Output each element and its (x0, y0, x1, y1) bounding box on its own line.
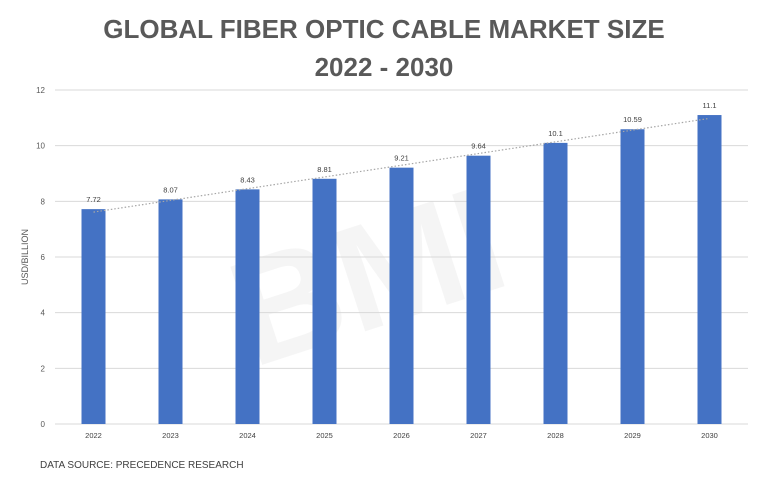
bar (697, 115, 722, 425)
data-label: 10.59 (623, 115, 642, 124)
y-tick-label: 2 (41, 364, 46, 373)
data-label: 7.72 (86, 195, 101, 204)
trendline (93, 117, 710, 213)
data-source-note: DATA SOURCE: PRECEDENCE RESEARCH (40, 460, 244, 471)
data-label: 9.21 (394, 154, 409, 163)
data-label: 10.1 (548, 129, 563, 138)
y-tick-label: 8 (41, 197, 46, 206)
x-tick-label: 2022 (85, 431, 102, 440)
x-tick-label: 2027 (470, 431, 487, 440)
bar (235, 189, 260, 424)
bar (158, 199, 183, 424)
y-tick-label: 12 (36, 86, 45, 95)
chart-title-line-2: 2022 - 2030 (314, 52, 454, 82)
x-tick-label: 2024 (239, 431, 256, 440)
bar (620, 129, 645, 424)
bar (466, 155, 491, 425)
data-label: 9.64 (471, 142, 486, 151)
y-tick-label: 10 (36, 142, 45, 151)
x-tick-label: 2028 (547, 431, 564, 440)
bar (81, 209, 106, 424)
data-label: 8.43 (240, 175, 255, 184)
data-label: 8.07 (163, 185, 178, 194)
y-tick-label: 0 (41, 420, 46, 429)
y-tick-label: 6 (41, 253, 46, 262)
x-tick-label: 2023 (162, 431, 179, 440)
y-tick-label: 4 (41, 309, 46, 318)
x-tick-label: 2029 (624, 431, 641, 440)
y-axis-label: USD/BILLION (20, 229, 30, 285)
x-tick-label: 2025 (316, 431, 333, 440)
x-tick-label: 2030 (701, 431, 718, 440)
chart-title-line-1: GLOBAL FIBER OPTIC CABLE MARKET SIZE (103, 14, 665, 44)
data-label: 8.81 (317, 165, 332, 174)
x-tick-label: 2026 (393, 431, 410, 440)
bar (543, 142, 568, 424)
bar (389, 167, 414, 424)
bar (312, 178, 337, 424)
data-label: 11.1 (702, 101, 716, 110)
